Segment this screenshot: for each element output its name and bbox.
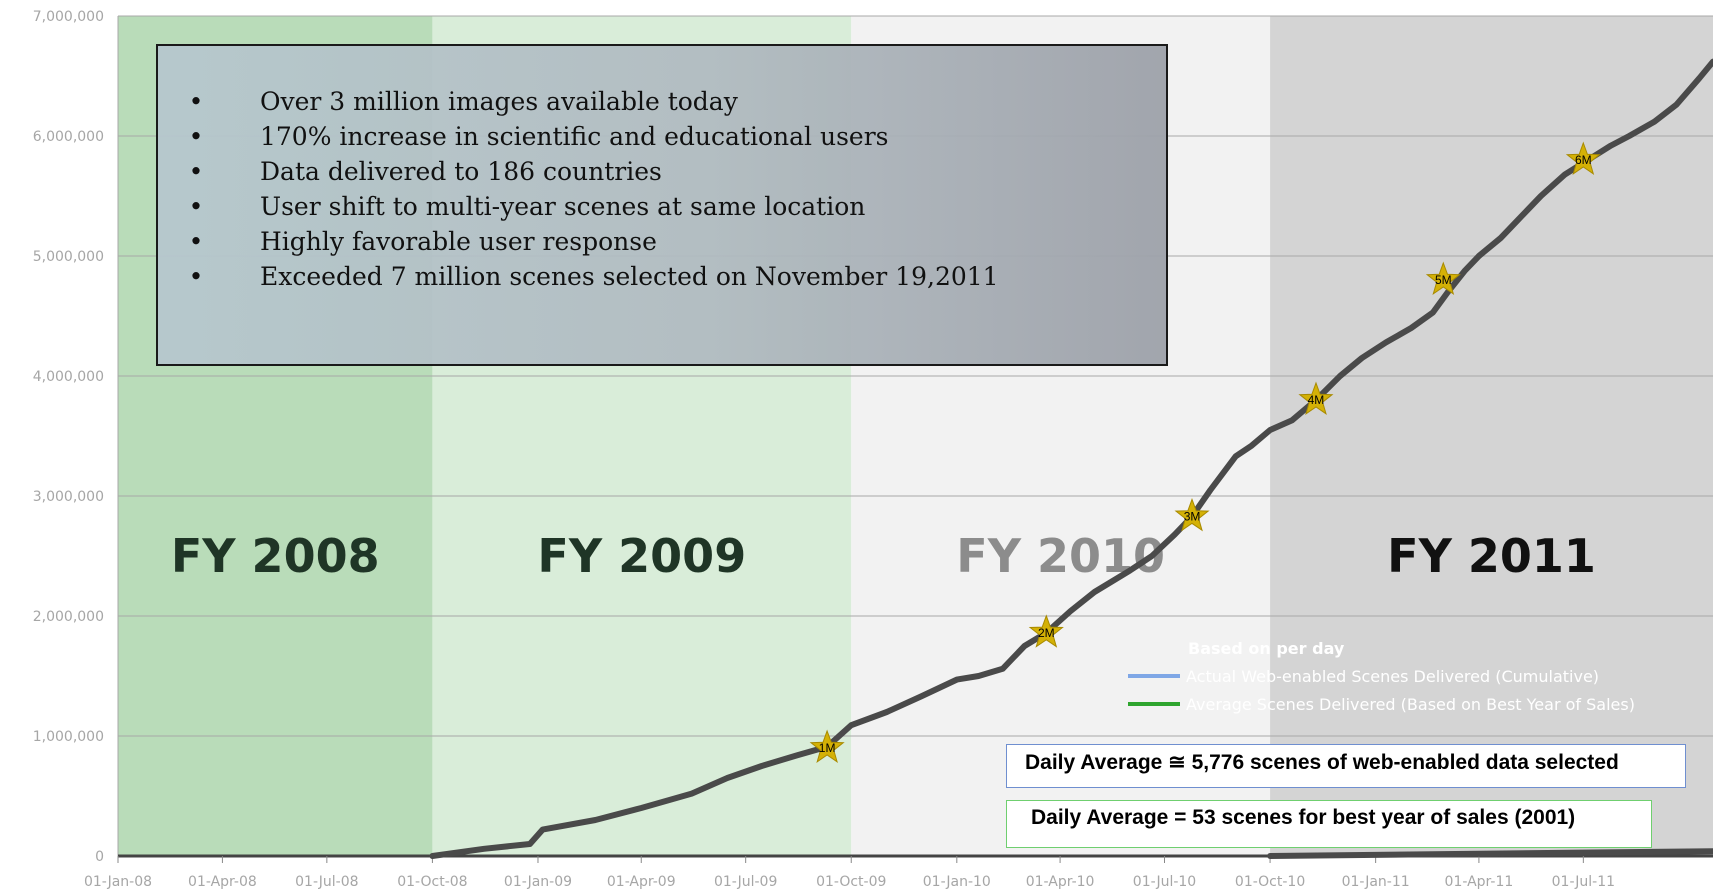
milestone-label: 1M [819, 741, 836, 755]
milestone-star [1565, 141, 1601, 175]
bullet-marker: • [188, 192, 204, 221]
x-tick-label: 01-Jul-08 [295, 874, 358, 890]
y-tick-label: 0 [95, 849, 104, 865]
x-tick-label: 01-Apr-08 [188, 874, 257, 890]
highlight-item: • Data delivered to 186 countries [186, 154, 1166, 189]
highlight-item: • 170% increase in scientific and educati… [186, 119, 1166, 154]
highlight-item: • User shift to multi-year scenes at same… [186, 189, 1166, 224]
bullet-marker: • [188, 262, 204, 291]
x-tick-label: 01-Jan-11 [1342, 874, 1410, 890]
y-tick-label: 2,000,000 [33, 609, 104, 625]
milestone-star [1174, 497, 1210, 532]
highlights-box: • Over 3 million images available today •… [156, 44, 1168, 366]
legend-entry-label: Average Scenes Delivered (Based on Best … [1186, 695, 1635, 714]
milestone-label: 6M [1575, 153, 1592, 167]
milestone-star [1298, 381, 1334, 415]
x-tick-label: 01-Jan-09 [504, 874, 572, 890]
highlights-list: • Over 3 million images available today •… [186, 84, 1166, 294]
milestone-label: 5M [1435, 273, 1452, 287]
fiscal-year-label: FY 2011 [1387, 529, 1596, 583]
milestone-star [1028, 614, 1064, 648]
daily-average-web-note: Daily Average ≅ 5,776 scenes of web-enab… [1006, 744, 1686, 788]
series-line [1267, 848, 1713, 859]
fiscal-year-band [1270, 16, 1713, 856]
fiscal-year-label: FY 2009 [537, 529, 746, 583]
highlight-item: • Exceeded 7 million scenes selected on N… [186, 259, 1166, 294]
x-tick-label: 01-Jul-10 [1133, 874, 1196, 890]
highlight-text: 170% increase in scientific and educatio… [260, 122, 889, 151]
highlight-item: • Highly favorable user response [186, 224, 1166, 259]
bullet-marker: • [188, 227, 204, 256]
y-tick-label: 7,000,000 [33, 9, 104, 25]
x-tick-label: 01-Oct-08 [397, 874, 467, 890]
series-line [429, 58, 1713, 859]
highlight-text: Over 3 million images available today [260, 87, 738, 116]
x-tick-label: 01-Jul-11 [1552, 874, 1615, 890]
highlight-text: Highly favorable user response [260, 227, 657, 256]
highlight-text: Data delivered to 186 countries [260, 157, 662, 186]
daily-average-best-year-note: Daily Average = 53 scenes for best year … [1006, 800, 1652, 848]
bullet-marker: • [188, 87, 204, 116]
legend-entry-label: Actual Web-enabled Scenes Delivered (Cum… [1186, 667, 1599, 686]
milestone-star [1425, 261, 1461, 295]
highlight-item: • Over 3 million images available today [186, 84, 1166, 119]
x-tick-label: 01-Jan-10 [923, 874, 991, 890]
x-tick-label: 01-Oct-10 [1235, 874, 1305, 890]
highlight-text: Exceeded 7 million scenes selected on No… [260, 262, 999, 291]
x-tick-label: 01-Oct-09 [816, 874, 886, 890]
fiscal-year-label: FY 2008 [171, 529, 380, 583]
y-tick-label: 4,000,000 [33, 369, 104, 385]
milestone-label: 4M [1308, 393, 1325, 407]
x-tick-label: 01-Apr-10 [1026, 874, 1095, 890]
bullet-marker: • [188, 157, 204, 186]
x-tick-label: 01-Jul-09 [714, 874, 777, 890]
y-tick-label: 5,000,000 [33, 249, 104, 265]
legend-title: Based on per day [1188, 639, 1345, 658]
milestone-label: 2M [1038, 626, 1055, 640]
highlight-text: User shift to multi-year scenes at same … [260, 192, 866, 221]
bullet-marker: • [188, 122, 204, 151]
milestone-star [809, 729, 845, 763]
x-tick-label: 01-Apr-11 [1445, 874, 1514, 890]
x-tick-label: 01-Apr-09 [607, 874, 676, 890]
milestone-label: 3M [1184, 509, 1201, 523]
x-tick-label: 01-Jan-08 [84, 874, 152, 890]
y-tick-label: 1,000,000 [33, 729, 104, 745]
y-tick-label: 6,000,000 [33, 129, 104, 145]
y-tick-label: 3,000,000 [33, 489, 104, 505]
fiscal-year-label: FY 2010 [956, 529, 1165, 583]
